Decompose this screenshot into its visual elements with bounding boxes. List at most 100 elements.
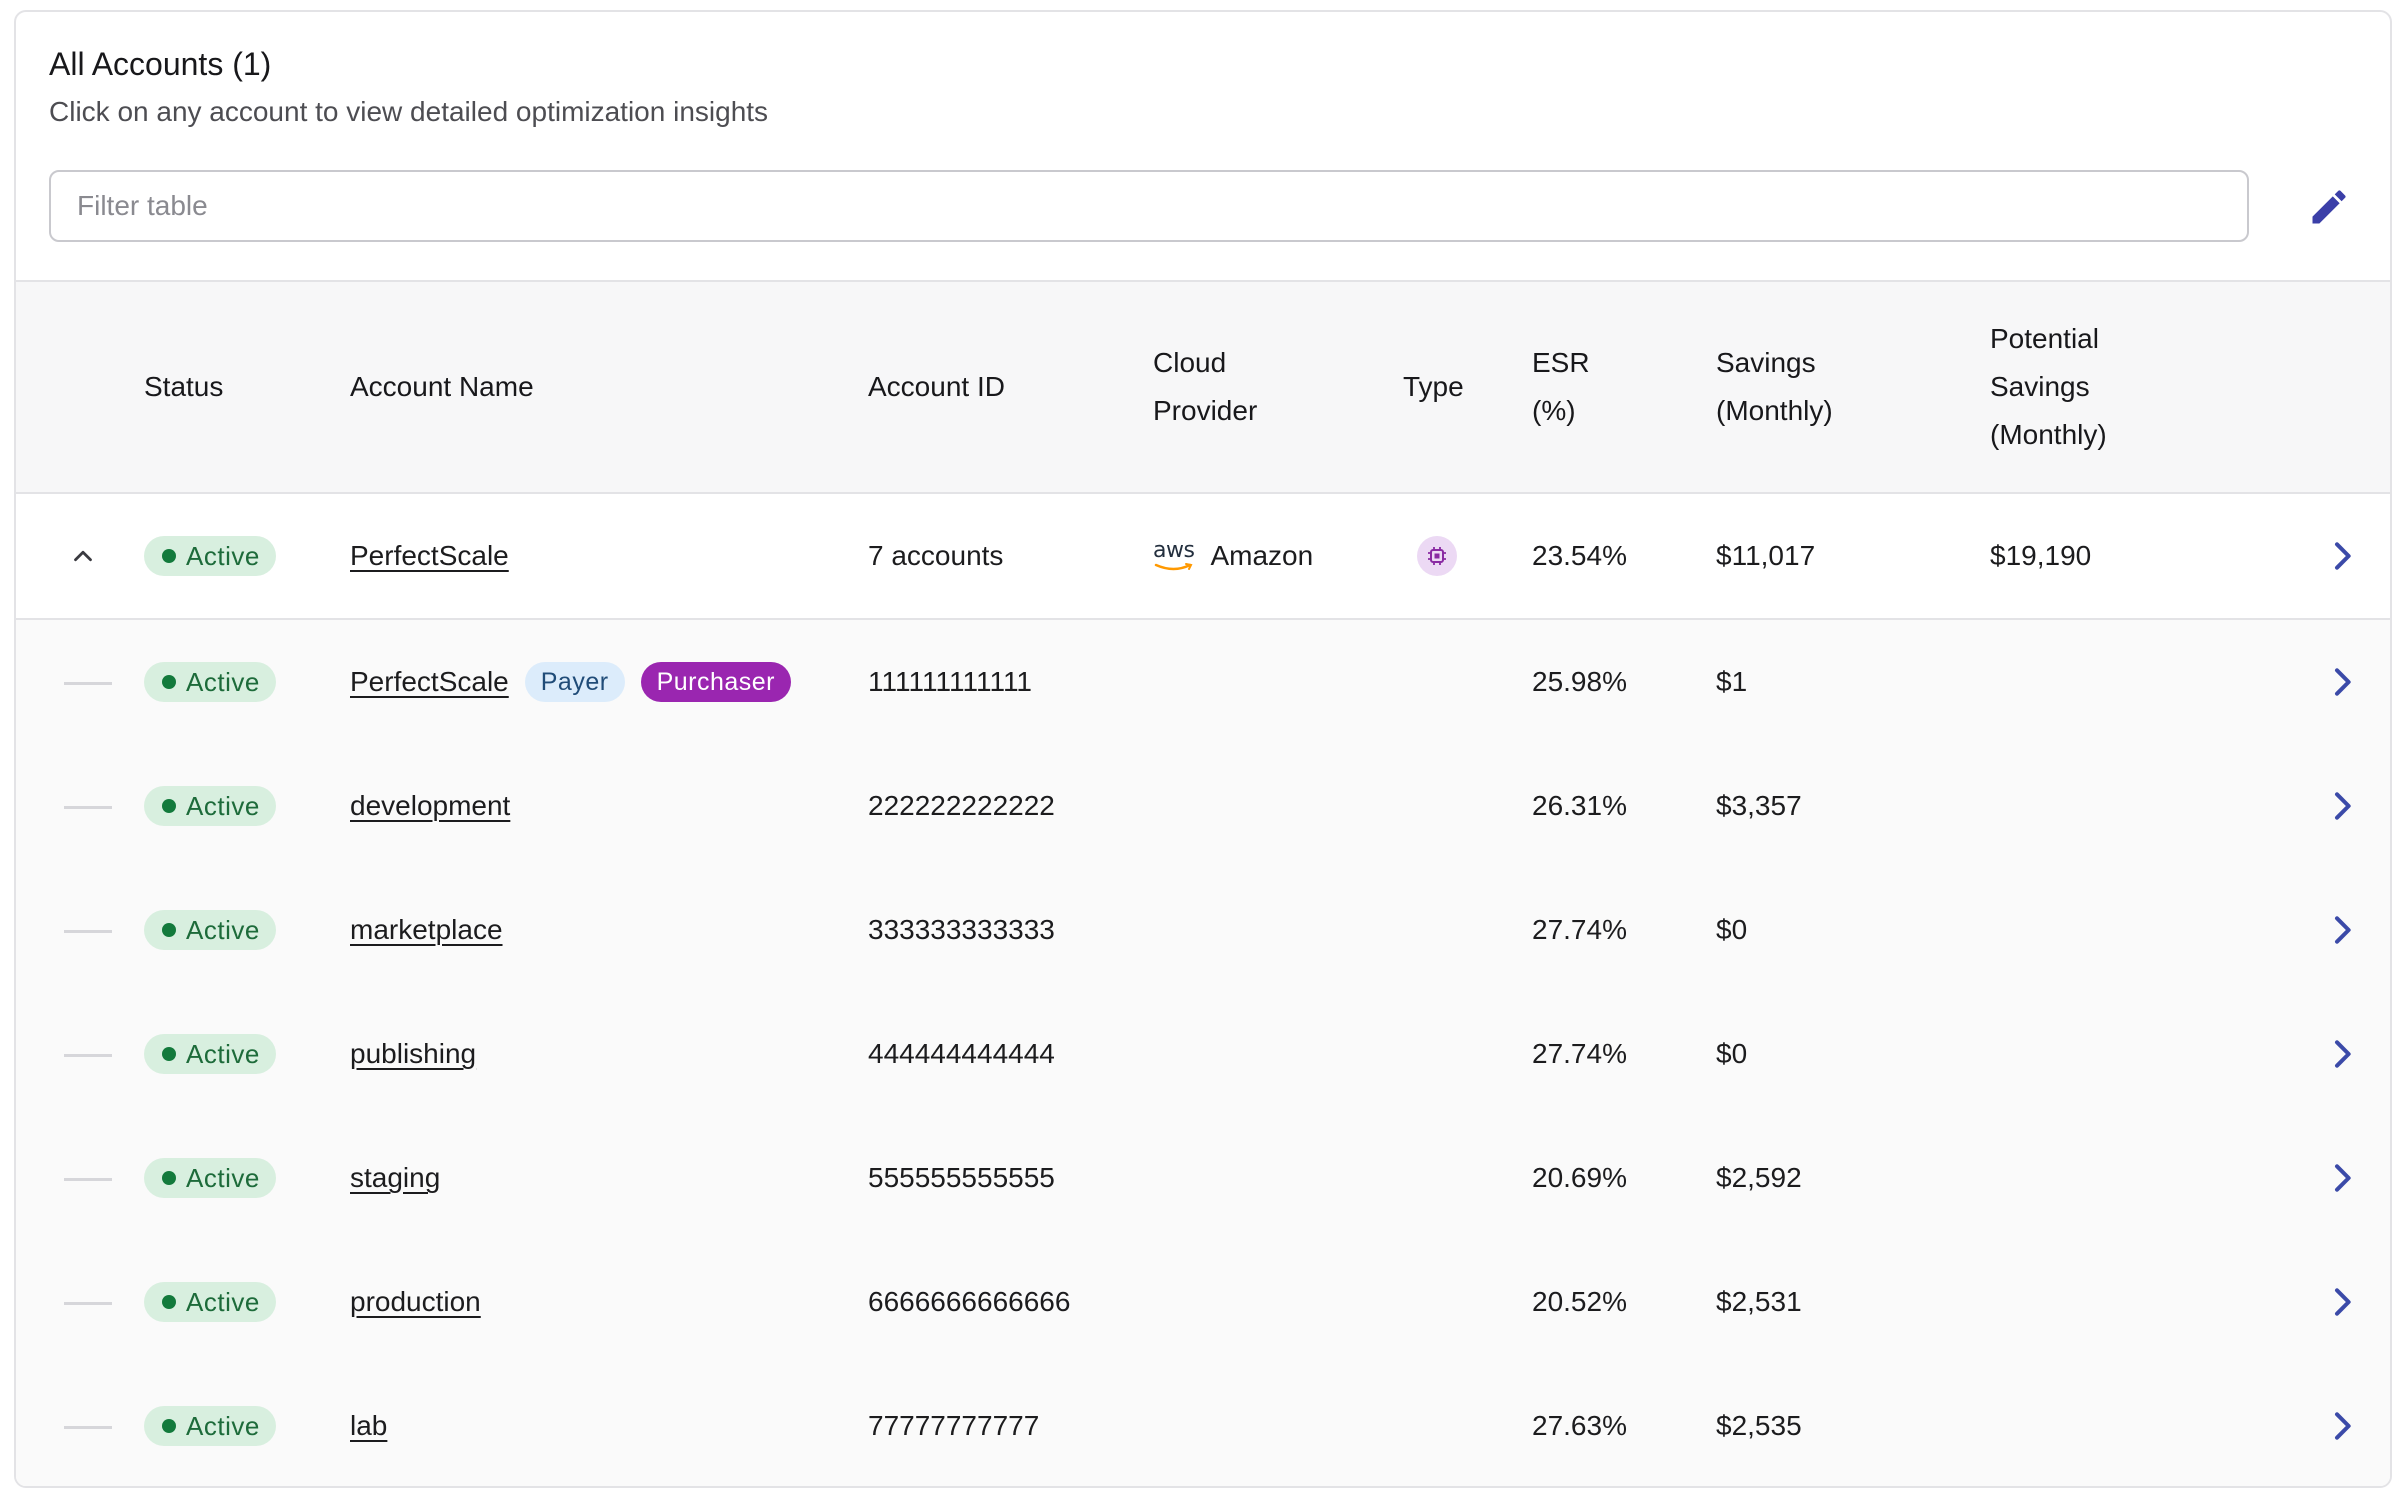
tag-purchaser: Purchaser (640, 662, 792, 702)
column-header-type[interactable]: Type (1403, 363, 1464, 411)
account-name-link[interactable]: development (350, 790, 511, 821)
column-header-savings[interactable]: Savings (Monthly) (1716, 339, 1833, 435)
potential-savings-cell: $19,190 (1990, 540, 2092, 571)
esr-cell: 23.54% (1532, 540, 1627, 571)
status-dot (162, 1419, 176, 1433)
chevron-right-icon (2335, 1412, 2351, 1440)
collapse-button[interactable] (68, 494, 98, 618)
savings-cell: $0 (1716, 914, 1748, 945)
status-dot (162, 675, 176, 689)
row-detail-button[interactable] (2322, 620, 2362, 744)
edit-button[interactable] (2304, 182, 2354, 232)
row-detail-button[interactable] (2322, 992, 2362, 1116)
esr-cell: 20.69% (1532, 1162, 1627, 1193)
table-row[interactable]: Active marketplace 333333333333 27.74% $… (16, 868, 2390, 992)
column-label: Savings (1716, 347, 1816, 378)
account-name-link[interactable]: PerfectScale (350, 666, 509, 697)
table-row[interactable]: Active publishing 444444444444 27.74% $0 (16, 992, 2390, 1116)
account-name-link[interactable]: marketplace (350, 914, 503, 945)
esr-cell: 27.63% (1532, 1410, 1627, 1441)
account-id-cell: 7 accounts (868, 540, 1004, 571)
column-label: Account ID (868, 371, 1005, 402)
account-id-cell: 111111111111 (868, 666, 1033, 697)
row-detail-button[interactable] (2322, 1240, 2362, 1364)
chevron-right-icon (2335, 542, 2351, 570)
column-header-potential-savings[interactable]: Potential Savings (Monthly) (1990, 315, 2107, 459)
tree-branch (64, 1054, 112, 1057)
savings-cell: $11,017 (1716, 540, 1816, 571)
account-name-link[interactable]: production (350, 1286, 481, 1317)
row-detail-button[interactable] (2322, 868, 2362, 992)
table-row[interactable]: Active PerfectScale Payer Purchaser 11111… (16, 620, 2390, 744)
accounts-table: Status Account Name Account ID Cloud Pro… (16, 280, 2390, 1486)
table-row[interactable]: Active lab 77777777777 27.63% $2,535 (16, 1364, 2390, 1486)
account-name-link[interactable]: staging (350, 1162, 441, 1193)
status-label: Active (186, 666, 260, 697)
account-name-link[interactable]: lab (350, 1410, 388, 1441)
chevron-up-icon (74, 550, 92, 562)
status-cell: Active (144, 744, 276, 868)
status-badge: Active (144, 1406, 276, 1446)
status-dot (162, 1171, 176, 1185)
column-header-status[interactable]: Status (144, 363, 223, 411)
status-cell: Active (144, 1240, 276, 1364)
tree-branch (64, 1178, 112, 1181)
chevron-right-icon (2335, 1164, 2351, 1192)
esr-cell: 27.74% (1532, 1038, 1627, 1069)
row-detail-button[interactable] (2322, 744, 2362, 868)
status-label: Active (186, 1162, 260, 1193)
column-header-esr[interactable]: ESR (%) (1532, 339, 1590, 435)
column-label: Potential (1990, 323, 2099, 354)
column-header-account-id[interactable]: Account ID (868, 363, 1005, 411)
column-label: Type (1403, 371, 1464, 402)
page-subtitle: Click on any account to view detailed op… (49, 96, 769, 127)
row-detail-button[interactable] (2322, 1364, 2362, 1486)
aws-logo-icon: aws (1153, 538, 1195, 572)
status-label: Active (186, 1286, 260, 1317)
status-label: Active (186, 790, 260, 821)
status-badge: Active (144, 786, 276, 826)
column-header-cloud-provider[interactable]: Cloud Provider (1153, 339, 1257, 435)
status-dot (162, 1047, 176, 1061)
table-header: Status Account Name Account ID Cloud Pro… (16, 282, 2390, 494)
savings-cell: $2,592 (1716, 1162, 1802, 1193)
page-title: All Accounts (1) (49, 46, 272, 82)
account-name-cell: lab (350, 1364, 388, 1486)
accounts-card: All Accounts (1) Click on any account to… (14, 10, 2392, 1488)
account-id-cell: 555555555555 (868, 1162, 1055, 1193)
tree-branch (64, 806, 112, 809)
table-row[interactable]: Active staging 555555555555 20.69% $2,59… (16, 1116, 2390, 1240)
account-name-link[interactable]: publishing (350, 1038, 477, 1069)
aws-logo-text: aws (1153, 538, 1195, 563)
table-row[interactable]: Active development 222222222222 26.31% $… (16, 744, 2390, 868)
chevron-right-icon (2335, 916, 2351, 944)
savings-cell: $2,535 (1716, 1410, 1802, 1441)
tree-branch (64, 930, 112, 933)
row-detail-button[interactable] (2322, 1116, 2362, 1240)
column-label: (Monthly) (1990, 419, 2107, 450)
account-id-cell: 77777777777 (868, 1410, 1040, 1441)
account-name-cell: development (350, 744, 510, 868)
status-dot (162, 549, 176, 563)
table-row-parent[interactable]: Active PerfectScale 7 accounts aws Amazo… (16, 494, 2390, 620)
row-detail-button[interactable] (2322, 494, 2362, 618)
status-label: Active (186, 540, 260, 571)
account-name-link[interactable]: PerfectScale (350, 540, 509, 571)
status-dot (162, 1295, 176, 1309)
chevron-right-icon (2335, 668, 2351, 696)
column-label: (%) (1532, 395, 1576, 426)
column-header-account-name[interactable]: Account Name (350, 363, 534, 411)
status-dot (162, 923, 176, 937)
cloud-provider-label: Amazon (1210, 540, 1314, 571)
tree-branch (64, 1426, 112, 1429)
account-id-cell: 333333333333 (868, 914, 1055, 945)
card-header: All Accounts (1) Click on any account to… (16, 12, 2390, 280)
status-label: Active (186, 914, 260, 945)
table-row[interactable]: Active production 6666666666666 20.52% $… (16, 1240, 2390, 1364)
account-name-cell: production (350, 1240, 481, 1364)
filter-input[interactable] (49, 170, 2249, 242)
pencil-icon (2312, 190, 2346, 224)
esr-cell: 20.52% (1532, 1286, 1627, 1317)
status-cell: Active (144, 992, 276, 1116)
type-cell (1417, 494, 1457, 618)
